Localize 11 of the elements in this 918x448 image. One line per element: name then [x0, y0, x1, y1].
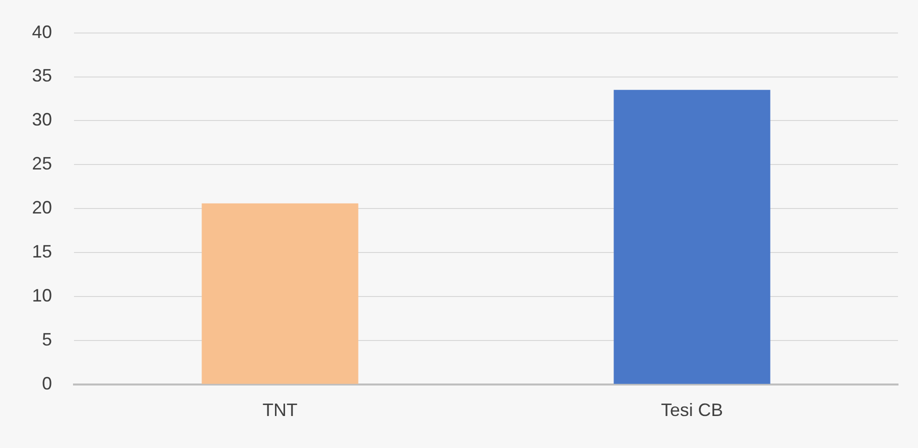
y-tick-label: 20: [32, 198, 52, 218]
x-tick-label: TNT: [262, 400, 298, 420]
y-tick-label: 15: [32, 242, 52, 262]
y-tick-label: 25: [32, 154, 52, 174]
y-tick-label: 5: [42, 329, 52, 350]
y-tick-label: 40: [32, 22, 52, 42]
y-tick-label: 30: [32, 110, 52, 130]
x-tick-label: Tesi CB: [661, 400, 724, 420]
y-tick-label: 35: [32, 66, 52, 86]
y-tick-label: 0: [42, 373, 52, 394]
y-tick-label: 10: [32, 285, 52, 306]
